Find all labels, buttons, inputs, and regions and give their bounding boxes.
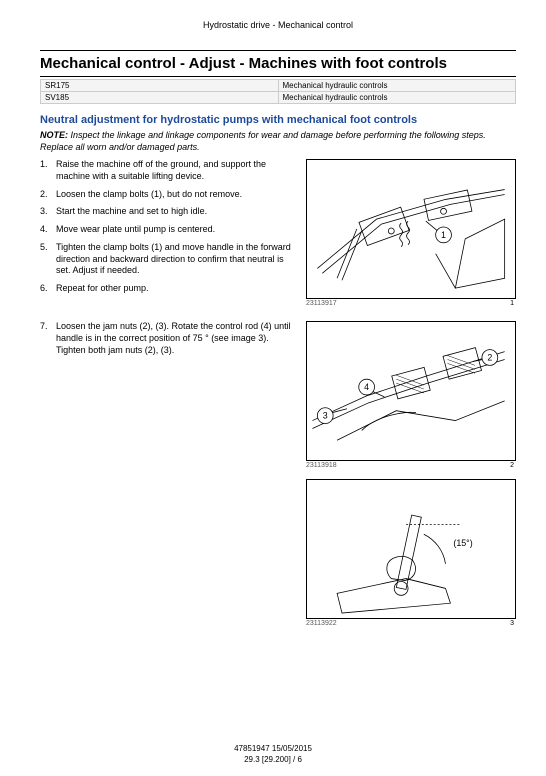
machine-table: SR175 Mechanical hydraulic controls SV18… (40, 79, 516, 104)
step-item: Move wear plate until pump is centered. (40, 224, 296, 236)
lower-two-col: Loosen the jam nuts (2), (3). Rotate the… (40, 321, 516, 627)
step-item: Repeat for other pump. (40, 283, 296, 295)
figure2-col: 2 3 4 23113918 2 (306, 321, 516, 627)
figure-1: 1 (306, 159, 516, 299)
angle-label: (15°) (453, 538, 472, 548)
figure2-num: 2 (510, 462, 514, 469)
title-bar: Mechanical control - Adjust - Machines w… (40, 50, 516, 77)
steps-list-a: Raise the machine off of the ground, and… (40, 159, 296, 294)
steps-list-b: Loosen the jam nuts (2), (3). Rotate the… (40, 321, 296, 356)
footer-page: 29.3 [29.200] / 6 (0, 755, 546, 764)
figure1-col: 1 23113917 1 (306, 159, 516, 307)
model-cell: SV185 (41, 92, 279, 104)
svg-text:3: 3 (323, 411, 328, 421)
footer-doc-id: 47851947 15/05/2015 (0, 744, 546, 753)
section-header: Hydrostatic drive - Mechanical control (40, 20, 516, 30)
note-body: Inspect the linkage and linkage componen… (40, 130, 486, 152)
svg-text:2: 2 (487, 353, 492, 363)
svg-text:4: 4 (364, 382, 369, 392)
table-row: SR175 Mechanical hydraulic controls (41, 80, 516, 92)
step-item: Loosen the jam nuts (2), (3). Rotate the… (40, 321, 296, 356)
figure3-num: 3 (510, 620, 514, 627)
figure1-ref: 23113917 (306, 300, 337, 307)
figure3-caption: 23113922 3 (306, 619, 516, 627)
figure2-caption: 23113918 2 (306, 461, 516, 469)
upper-two-col: Raise the machine off of the ground, and… (40, 159, 516, 307)
note-label: NOTE: (40, 130, 68, 140)
subtitle: Neutral adjustment for hydrostatic pumps… (40, 114, 516, 126)
figure-3: (15°) (306, 479, 516, 619)
figure1-num: 1 (510, 300, 514, 307)
model-cell: SR175 (41, 80, 279, 92)
callout-1-text: 1 (441, 230, 446, 240)
figure2-ref: 23113918 (306, 462, 337, 469)
step-item: Start the machine and set to high idle. (40, 206, 296, 218)
note-block: NOTE: Inspect the linkage and linkage co… (40, 130, 516, 153)
figure3-wrap: (15°) 23113922 3 (306, 479, 516, 627)
table-row: SV185 Mechanical hydraulic controls (41, 92, 516, 104)
page-title: Mechanical control - Adjust - Machines w… (40, 55, 516, 72)
step-item: Loosen the clamp bolts (1), but do not r… (40, 189, 296, 201)
ctrl-cell: Mechanical hydraulic controls (278, 92, 516, 104)
step-item: Raise the machine off of the ground, and… (40, 159, 296, 182)
figure3-ref: 23113922 (306, 620, 337, 627)
footer: 47851947 15/05/2015 29.3 [29.200] / 6 (0, 744, 546, 764)
figure-2: 2 3 4 (306, 321, 516, 461)
ctrl-cell: Mechanical hydraulic controls (278, 80, 516, 92)
steps-left-col: Raise the machine off of the ground, and… (40, 159, 296, 307)
step7-left-col: Loosen the jam nuts (2), (3). Rotate the… (40, 321, 296, 627)
step-item: Tighten the clamp bolts (1) and move han… (40, 242, 296, 277)
figure1-caption: 23113917 1 (306, 299, 516, 307)
